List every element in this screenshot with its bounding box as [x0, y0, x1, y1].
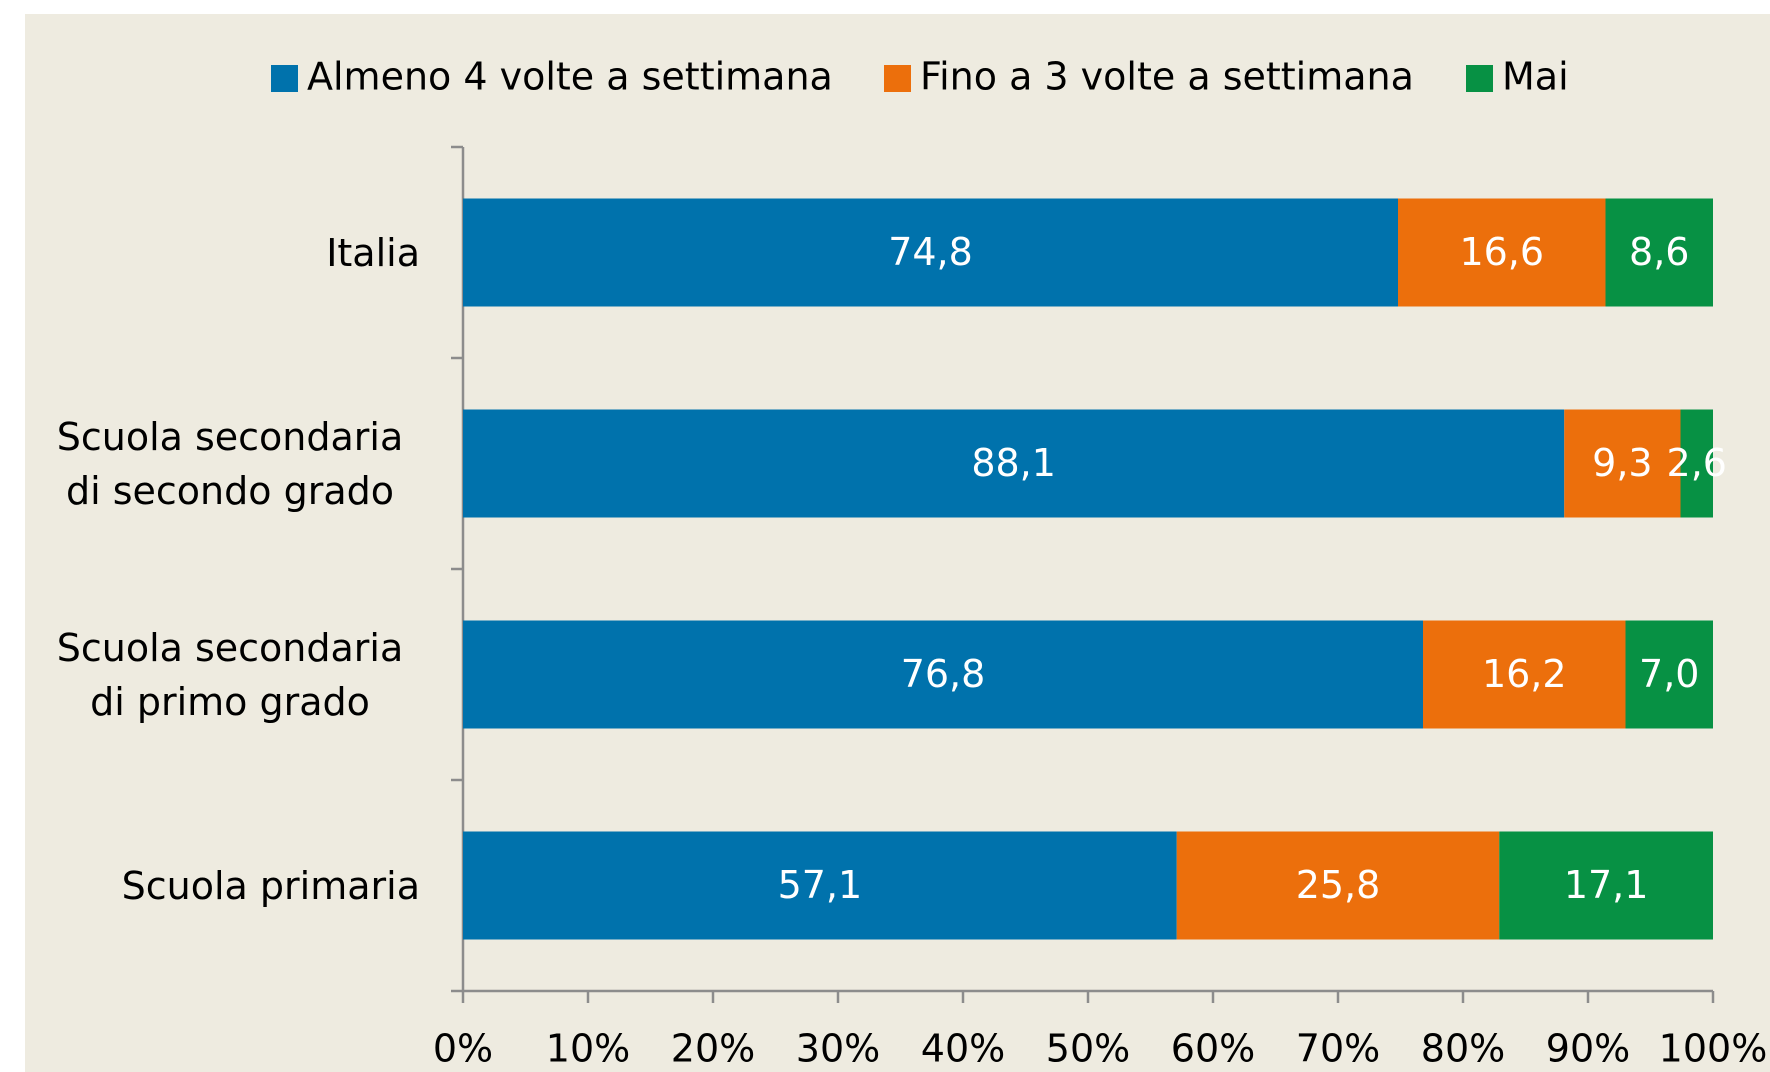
legend-swatch	[884, 65, 911, 92]
data-label: 16,2	[1482, 652, 1567, 696]
x-tick-label: 10%	[546, 1027, 630, 1071]
bar-segment	[1680, 409, 1713, 518]
x-tick-label: 0%	[433, 1027, 493, 1071]
category-label-box: Scuola secondaria di secondo grado	[20, 404, 420, 524]
bar-segment	[1398, 198, 1606, 307]
data-label: 7,0	[1639, 652, 1699, 696]
data-label: 16,6	[1459, 230, 1544, 274]
legend-label: Mai	[1502, 55, 1569, 99]
legend-swatch	[271, 65, 298, 92]
data-label: 88,1	[971, 441, 1056, 485]
data-label: 74,8	[888, 230, 973, 274]
x-tick-label: 40%	[921, 1027, 1005, 1071]
y-tick-label: Italia	[326, 230, 420, 275]
bar-segment	[1605, 198, 1713, 307]
x-tick-label: 80%	[1421, 1027, 1505, 1071]
x-tick-label: 70%	[1296, 1027, 1380, 1071]
legend-swatch	[1466, 65, 1493, 92]
x-tick-label: 50%	[1046, 1027, 1130, 1071]
bar-segment	[463, 620, 1423, 729]
x-tick-label: 100%	[1659, 1027, 1768, 1071]
data-label: 25,8	[1296, 863, 1381, 907]
category-label-box: Italia	[20, 193, 420, 313]
x-tick-label: 90%	[1546, 1027, 1630, 1071]
data-label: 9,3	[1592, 441, 1652, 485]
category-label-box: Scuola secondaria di primo grado	[20, 615, 420, 735]
x-tick-label: 30%	[796, 1027, 880, 1071]
legend-label: Almeno 4 volte a settimana	[307, 55, 833, 99]
bar-segment	[1423, 620, 1626, 729]
bar-segment	[1176, 831, 1500, 940]
bar-segment	[463, 831, 1177, 940]
y-tick-label: Scuola primaria	[121, 863, 420, 908]
bar-segment	[1625, 620, 1713, 729]
y-tick-label: Scuola secondaria di primo grado	[56, 625, 404, 724]
data-label: 76,8	[901, 652, 986, 696]
legend-label: Fino a 3 volte a settimana	[920, 55, 1414, 99]
data-label: 8,6	[1629, 230, 1689, 274]
category-label-box: Scuola primaria	[20, 826, 420, 946]
y-tick-label: Scuola secondaria di secondo grado	[56, 414, 404, 513]
x-tick-label: 60%	[1171, 1027, 1255, 1071]
data-label: 17,1	[1564, 863, 1649, 907]
data-label: 57,1	[778, 863, 863, 907]
data-label: 2,6	[1667, 441, 1727, 485]
x-tick-label: 20%	[671, 1027, 755, 1071]
bar-segment	[1499, 831, 1713, 940]
bar-segment	[463, 198, 1398, 307]
bar-segment	[463, 409, 1565, 518]
bar-segment	[1564, 409, 1681, 518]
